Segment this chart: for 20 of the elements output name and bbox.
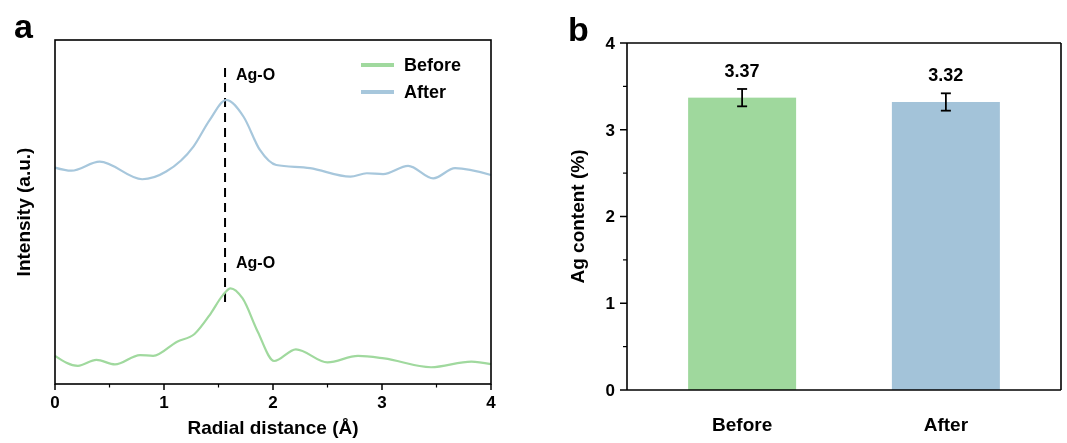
x-tick-label: 2 bbox=[268, 393, 278, 412]
x-axis-title: Radial distance (Å) bbox=[187, 417, 359, 438]
annotation: Ag-O bbox=[236, 254, 276, 272]
legend-label: Before bbox=[404, 55, 462, 76]
x-tick-label: 4 bbox=[486, 393, 497, 412]
y-tick-label: 3 bbox=[605, 120, 615, 140]
y-axis-title: Ag content (%) bbox=[567, 149, 588, 284]
y-tick-label: 2 bbox=[605, 207, 615, 227]
x-tick-label: 0 bbox=[50, 393, 60, 412]
chart-title: a bbox=[14, 7, 34, 45]
y-tick-label: 1 bbox=[605, 294, 615, 314]
chart-title: b bbox=[568, 10, 589, 48]
y-axis-title: Intensity (a.u.) bbox=[13, 147, 34, 277]
data-label: 3.32 bbox=[928, 65, 964, 86]
y-tick-label: 4 bbox=[605, 33, 616, 53]
data-label: 3.37 bbox=[724, 60, 760, 81]
x-tick-label: 3 bbox=[377, 393, 387, 412]
x-tick-label: 1 bbox=[159, 393, 169, 412]
annotation: Ag-O bbox=[236, 66, 276, 83]
legend-label: After bbox=[404, 82, 447, 103]
